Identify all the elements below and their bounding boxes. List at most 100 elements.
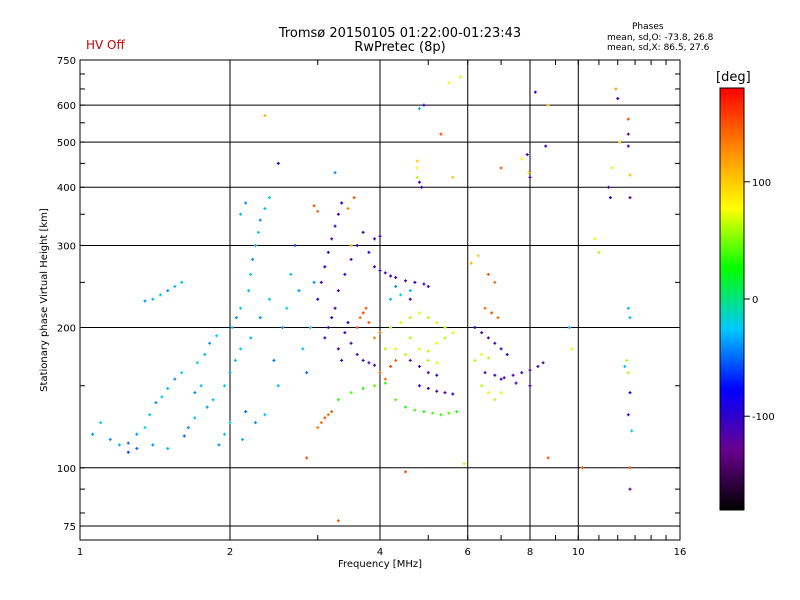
data-point xyxy=(301,347,305,351)
data-point xyxy=(276,384,280,388)
data-point xyxy=(228,421,232,425)
data-point xyxy=(528,175,532,179)
data-point xyxy=(223,432,227,436)
data-point xyxy=(361,311,365,315)
data-point xyxy=(389,297,393,301)
phases-heading: Phases xyxy=(632,22,664,32)
data-point xyxy=(361,386,365,390)
data-point xyxy=(135,447,139,451)
data-point xyxy=(349,391,353,395)
data-point xyxy=(435,373,439,377)
x-tick-label: 1 xyxy=(77,547,83,558)
data-point xyxy=(483,371,487,375)
y-tick-label: 750 xyxy=(57,56,76,67)
data-point xyxy=(389,326,393,330)
data-point xyxy=(493,341,497,345)
data-point xyxy=(316,297,320,301)
data-point xyxy=(426,386,430,390)
data-point xyxy=(349,341,353,345)
data-point xyxy=(205,405,209,409)
data-point xyxy=(364,306,368,310)
data-point xyxy=(312,280,316,284)
data-point xyxy=(293,243,297,247)
x-tick-label: 4 xyxy=(377,547,383,558)
data-point xyxy=(451,331,455,335)
data-point xyxy=(249,272,253,276)
data-point xyxy=(223,384,227,388)
data-point xyxy=(443,336,447,340)
data-point xyxy=(373,265,377,269)
data-point xyxy=(383,381,387,385)
data-point xyxy=(403,405,407,409)
data-point xyxy=(340,201,344,205)
data-point xyxy=(607,185,611,189)
x-axis-ticks: 1 2 4 6 8 10 16 xyxy=(77,60,687,558)
data-point xyxy=(625,358,629,362)
data-point xyxy=(117,443,121,447)
data-point xyxy=(546,456,550,460)
data-point xyxy=(383,377,387,381)
data-point xyxy=(417,311,421,315)
data-point xyxy=(394,398,398,402)
data-point xyxy=(285,306,289,310)
x-tick-label: 10 xyxy=(572,547,585,558)
data-point xyxy=(312,204,316,208)
data-point xyxy=(358,316,362,320)
data-point xyxy=(399,321,403,325)
data-point xyxy=(417,364,421,368)
data-point xyxy=(193,391,197,395)
data-point xyxy=(626,371,630,375)
data-point xyxy=(493,373,497,377)
data-point xyxy=(511,373,515,377)
data-point xyxy=(435,389,439,393)
data-point xyxy=(451,392,455,396)
data-point xyxy=(323,265,327,269)
data-point xyxy=(443,326,447,330)
data-point xyxy=(253,421,257,425)
data-point xyxy=(528,384,532,388)
data-point xyxy=(486,336,490,340)
data-point xyxy=(319,421,323,425)
data-point xyxy=(403,279,407,283)
data-point xyxy=(316,426,320,430)
data-point xyxy=(182,434,186,438)
data-point xyxy=(469,261,473,265)
data-point xyxy=(394,347,398,351)
y-tick-label: 75 xyxy=(63,522,76,533)
data-point xyxy=(336,289,340,293)
y-tick-label: 100 xyxy=(57,464,76,475)
data-point xyxy=(258,316,262,320)
data-point xyxy=(408,289,412,293)
data-point xyxy=(502,376,506,380)
y-tick-label: 200 xyxy=(57,324,76,335)
data-point xyxy=(166,447,170,451)
data-point xyxy=(108,438,112,442)
data-point xyxy=(483,306,487,310)
data-point xyxy=(447,411,451,415)
data-point xyxy=(267,297,271,301)
data-point xyxy=(340,358,344,362)
data-point xyxy=(443,391,447,395)
data-point xyxy=(333,224,337,228)
data-point xyxy=(422,103,426,107)
data-point xyxy=(308,326,312,330)
data-point xyxy=(239,347,243,351)
data-point xyxy=(208,341,212,345)
data-point xyxy=(630,429,634,433)
data-point xyxy=(626,132,630,136)
x-tick-label: 16 xyxy=(674,547,687,558)
data-point xyxy=(158,293,162,297)
data-point xyxy=(326,413,330,417)
data-point xyxy=(173,284,177,288)
data-point xyxy=(408,297,412,301)
data-point xyxy=(614,87,618,91)
y-tick-label: 500 xyxy=(57,138,76,149)
data-point xyxy=(367,321,371,325)
data-point xyxy=(373,363,377,367)
data-point xyxy=(528,368,532,372)
data-point xyxy=(413,280,417,284)
data-point xyxy=(415,159,419,163)
data-point xyxy=(546,103,550,107)
data-point xyxy=(267,196,271,200)
data-point xyxy=(408,316,412,320)
